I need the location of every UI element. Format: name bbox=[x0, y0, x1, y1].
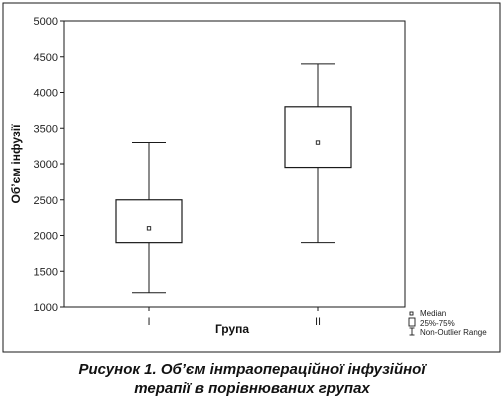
x-tick-label: II bbox=[315, 316, 321, 328]
y-tick-label: 3500 bbox=[34, 123, 58, 135]
figure-caption: Рисунок 1. Об’єм інтраопераційної інфузі… bbox=[0, 360, 504, 398]
box-series bbox=[115, 63, 352, 294]
x-axis-title: Група bbox=[215, 322, 249, 336]
y-tick-label: 1000 bbox=[34, 302, 58, 314]
legend-range-label: Non-Outlier Range bbox=[420, 328, 487, 337]
iqr-box bbox=[284, 106, 352, 169]
legend-median-label: Median bbox=[420, 309, 446, 318]
x-axis-ticks: I II bbox=[147, 307, 321, 328]
median-marker bbox=[146, 226, 152, 231]
y-tick-label: 2500 bbox=[34, 195, 58, 207]
y-axis-title: Об’єм інфузії bbox=[9, 124, 23, 204]
chart-frame bbox=[2, 2, 501, 353]
legend: Median 25%-75% Non-Outlier Range bbox=[408, 309, 487, 337]
y-tick-label: 2000 bbox=[34, 231, 58, 243]
legend-box-marker bbox=[408, 317, 416, 327]
y-tick-label: 4500 bbox=[34, 52, 58, 64]
y-tick-label: 5000 bbox=[34, 16, 58, 28]
legend-box-label: 25%-75% bbox=[420, 319, 455, 328]
caption-line-2: терапії в порівнюваних групах bbox=[134, 380, 370, 397]
box-group-II bbox=[284, 63, 352, 244]
x-tick-label: I bbox=[147, 316, 150, 328]
median-marker bbox=[315, 140, 321, 145]
iqr-box bbox=[115, 199, 183, 244]
box-group-I bbox=[115, 142, 183, 294]
y-tick-label: 3000 bbox=[34, 159, 58, 171]
y-tick-label: 1500 bbox=[34, 266, 58, 278]
y-tick-label: 4000 bbox=[34, 88, 58, 100]
y-axis-ticks: 1000 1500 2000 2500 3000 3500 4000 4500 5000 bbox=[34, 16, 64, 314]
legend-median-marker bbox=[409, 311, 414, 316]
plot-area-frame bbox=[63, 20, 406, 308]
caption-line-1: Рисунок 1. Об’єм інтраопераційної інфузі… bbox=[78, 361, 426, 378]
